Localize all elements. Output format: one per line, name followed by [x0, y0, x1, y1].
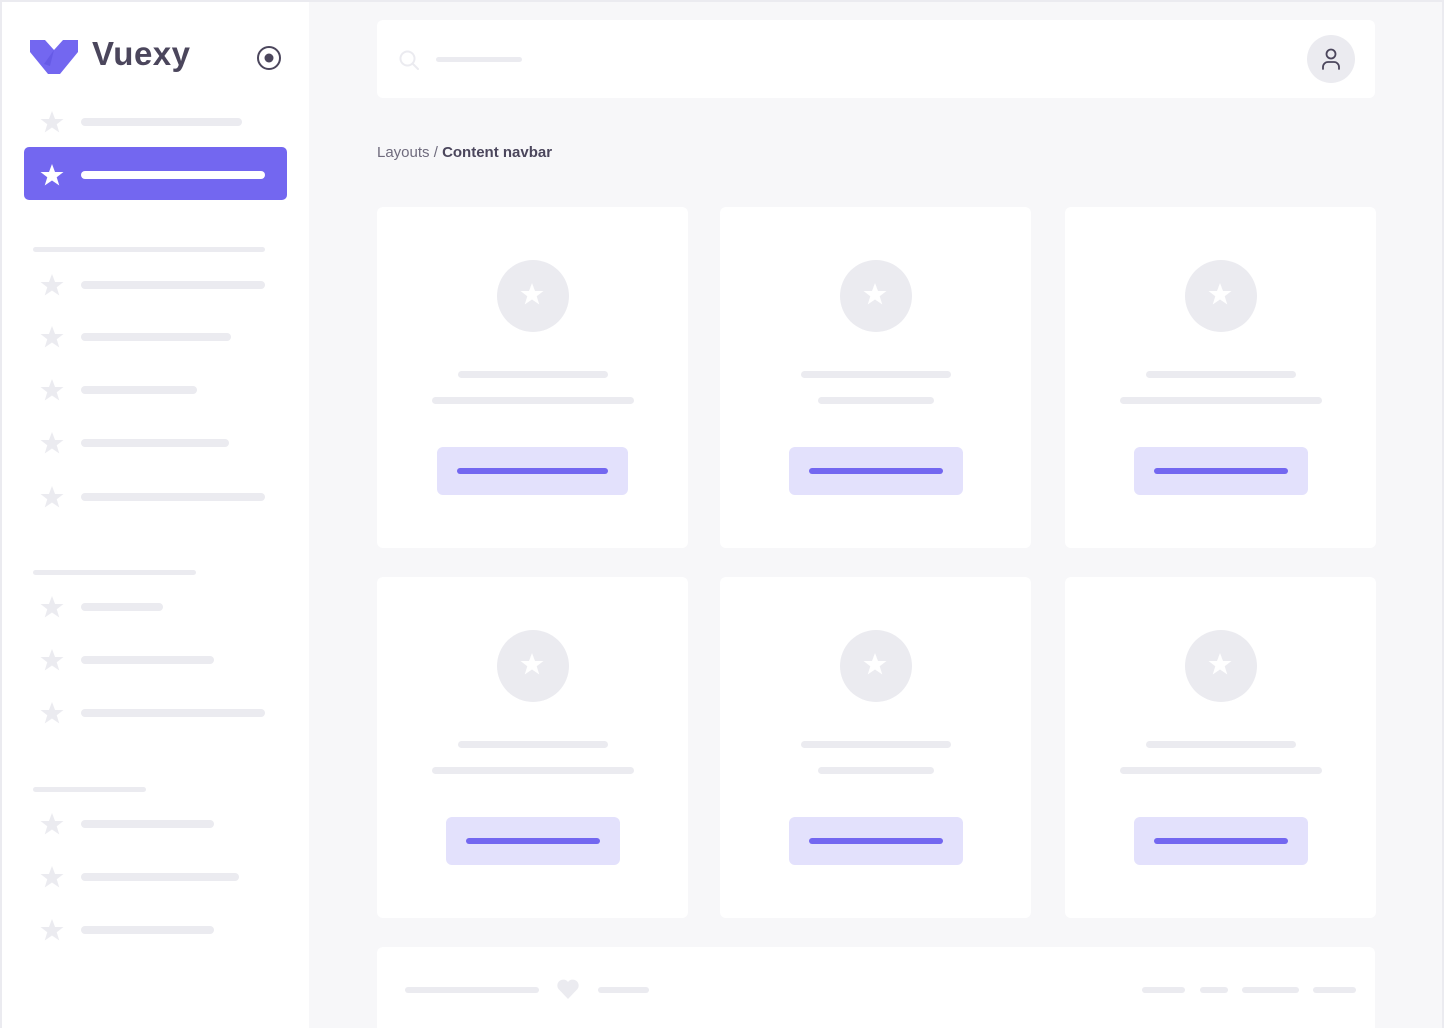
card-subtitle — [1119, 397, 1322, 404]
card-button[interactable] — [1133, 447, 1308, 495]
footer — [377, 947, 1375, 1028]
card — [1065, 207, 1376, 548]
card — [720, 207, 1031, 548]
card — [377, 207, 688, 548]
star-icon — [40, 432, 64, 454]
card-title — [1145, 371, 1296, 378]
sidebar-item-label — [81, 603, 163, 611]
card-icon-circle — [839, 260, 912, 332]
star-icon — [40, 379, 64, 401]
section-divider — [33, 570, 196, 575]
footer-link[interactable] — [1142, 987, 1185, 993]
card-subtitle — [817, 767, 934, 774]
user-icon — [1322, 48, 1340, 70]
sidebar-item-label — [81, 118, 242, 126]
card-icon-circle — [1184, 630, 1257, 702]
star-icon — [40, 702, 64, 724]
star-icon — [40, 164, 64, 186]
card-button[interactable] — [445, 817, 620, 865]
star-icon — [1208, 283, 1231, 305]
star-icon — [40, 813, 64, 835]
brand-name: Vuexy — [92, 35, 191, 72]
card-button-label — [808, 838, 943, 844]
search-input[interactable] — [436, 57, 522, 62]
star-icon — [40, 274, 64, 296]
card-title — [800, 741, 951, 748]
sidebar-item-label — [81, 493, 265, 501]
card-title — [800, 371, 951, 378]
footer-text — [405, 987, 539, 993]
card-button-label — [457, 468, 608, 474]
star-icon — [863, 653, 886, 675]
card-icon-circle — [496, 260, 569, 332]
sidebar-item-label — [81, 873, 239, 881]
card-icon-circle — [839, 630, 912, 702]
star-icon — [40, 326, 64, 348]
top-navbar — [377, 20, 1375, 98]
star-icon — [40, 649, 64, 671]
card — [1065, 577, 1376, 918]
card-subtitle — [431, 397, 634, 404]
card-icon-circle — [496, 630, 569, 702]
star-icon — [40, 866, 64, 888]
card-button[interactable] — [788, 817, 963, 865]
sidebar-item-label — [81, 439, 229, 447]
footer-link[interactable] — [1200, 987, 1228, 993]
search-icon[interactable] — [399, 50, 419, 70]
card-title — [1145, 741, 1296, 748]
card-button-label — [1153, 838, 1288, 844]
star-icon — [40, 919, 64, 941]
sidebar-item-label — [81, 709, 265, 717]
card-button-label — [1153, 468, 1288, 474]
breadcrumb: Layouts / Content navbar — [377, 144, 552, 161]
sidebar-item-label — [81, 333, 231, 341]
card-subtitle — [1119, 767, 1322, 774]
sidebar-item-label — [81, 656, 214, 664]
breadcrumb-current: Content navbar — [442, 144, 553, 161]
star-icon — [863, 283, 886, 305]
footer-link[interactable] — [1242, 987, 1299, 993]
star-icon — [40, 111, 64, 133]
sidebar-item-label — [81, 926, 214, 934]
card-icon-circle — [1184, 260, 1257, 332]
card — [720, 577, 1031, 918]
breadcrumb-separator: / — [429, 144, 443, 161]
sidebar-item-label — [81, 281, 265, 289]
sidebar-item-label — [81, 820, 214, 828]
sidebar: Vuexy — [2, 2, 309, 1028]
card-subtitle — [431, 767, 634, 774]
card-button-label — [808, 468, 943, 474]
card-subtitle — [817, 397, 934, 404]
star-icon — [520, 653, 543, 675]
card-button-label — [465, 838, 600, 844]
star-icon — [40, 486, 64, 508]
breadcrumb-parent[interactable]: Layouts — [377, 144, 430, 161]
heart-icon — [557, 979, 579, 999]
section-divider — [33, 247, 265, 252]
footer-link[interactable] — [1313, 987, 1356, 993]
vuexy-logo-icon — [30, 40, 78, 74]
star-icon — [1208, 653, 1231, 675]
sidebar-item-label — [81, 171, 265, 179]
sidebar-item-label — [81, 386, 197, 394]
card-button[interactable] — [1133, 817, 1308, 865]
avatar[interactable] — [1307, 35, 1355, 83]
star-icon — [520, 283, 543, 305]
card-title — [457, 371, 608, 378]
star-icon — [40, 596, 64, 618]
section-divider — [33, 787, 146, 792]
radio-circle-icon[interactable] — [256, 45, 282, 71]
card-title — [457, 741, 608, 748]
card-button[interactable] — [437, 447, 628, 495]
footer-text — [598, 987, 649, 993]
card — [377, 577, 688, 918]
card-button[interactable] — [788, 447, 963, 495]
